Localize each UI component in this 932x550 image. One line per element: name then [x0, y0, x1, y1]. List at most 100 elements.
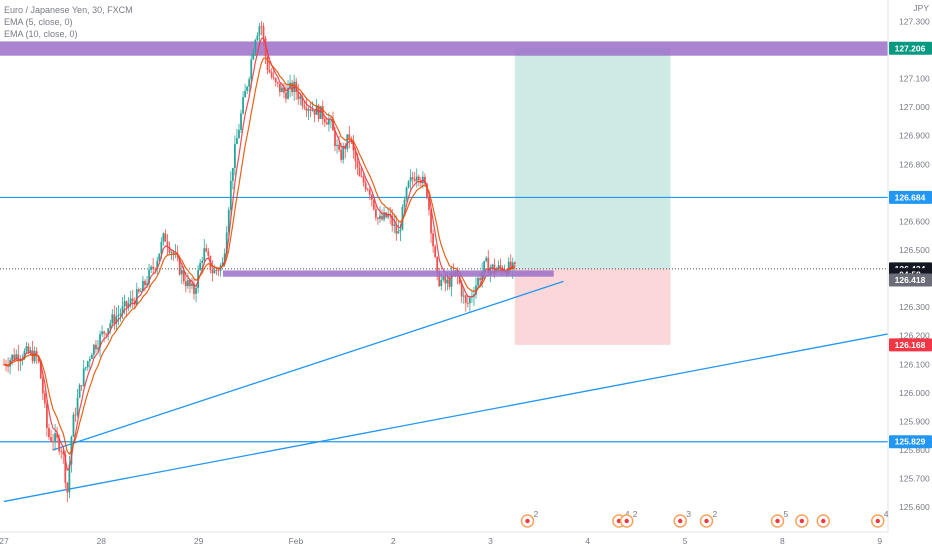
legend-ema10: EMA (10, close, 0) [4, 29, 78, 39]
candle-body-137 [283, 87, 285, 93]
candle-body-200 [411, 177, 414, 179]
x-tick-4: 2 [391, 536, 396, 546]
candle-body-155 [319, 106, 322, 119]
candle-body-22 [48, 428, 50, 438]
candle-body-164 [338, 144, 341, 150]
candle-body-194 [399, 229, 402, 232]
candle-body-207 [426, 183, 428, 198]
candle-body-62 [129, 298, 132, 304]
candle-body-34 [72, 414, 75, 437]
candle-body-38 [80, 385, 83, 386]
candle-body-94 [195, 287, 197, 294]
candle-body-90 [186, 280, 189, 287]
candle-body-47 [99, 334, 101, 348]
candle-body-173 [356, 161, 359, 168]
candle-body-133 [274, 78, 277, 83]
candle-body-126 [260, 26, 263, 28]
candle-body-219 [450, 272, 453, 287]
candle-body-59 [123, 301, 126, 307]
candle-body-124 [256, 35, 259, 41]
candle-body-158 [325, 122, 328, 125]
candle-body-43 [90, 354, 93, 359]
candle-body-44 [93, 344, 95, 355]
candle-body-184 [379, 215, 381, 219]
candle-body-235 [483, 261, 486, 272]
candle-body-6 [15, 354, 18, 360]
y-tick-1: 127.100 [899, 74, 930, 84]
candle-body-223 [458, 275, 461, 284]
candle-body-141 [291, 82, 294, 93]
x-tick-7: 5 [683, 536, 688, 546]
candle-body-177 [364, 182, 367, 190]
candle-body-73 [152, 266, 155, 269]
candle-body-123 [254, 40, 257, 53]
candle-body-96 [199, 262, 202, 271]
price-label-5: 126.168 [895, 340, 926, 350]
candle-body-183 [377, 217, 379, 219]
candle-body-32 [68, 464, 71, 493]
candle-body-102 [211, 269, 214, 274]
y-tick-5: 126.600 [899, 216, 930, 226]
candle-body-21 [46, 403, 48, 429]
candle-body-178 [366, 189, 369, 191]
candle-body-41 [86, 361, 89, 368]
y-tick-0: 127.300 [899, 16, 930, 26]
y-tick-13: 125.700 [899, 474, 930, 484]
candle-body-18 [39, 361, 42, 379]
candle-body-58 [121, 306, 124, 314]
price-label-4: 126.418 [895, 275, 926, 285]
candle-body-127 [262, 26, 265, 39]
event-dot-5 [775, 518, 780, 524]
candle-body-99 [205, 248, 208, 252]
candle-body-87 [180, 270, 183, 275]
candle-body-172 [354, 150, 357, 162]
candle-body-108 [223, 253, 226, 263]
candle-body-214 [440, 279, 443, 287]
event-count-3: 3 [686, 509, 691, 519]
support-zone [222, 270, 554, 277]
candle-body-134 [276, 82, 279, 84]
candle-body-78 [162, 233, 165, 242]
candle-body-26 [56, 433, 59, 438]
candle-body-103 [213, 270, 216, 274]
candle-body-80 [166, 241, 169, 248]
y-tick-11: 125.900 [899, 416, 930, 426]
price-label-bg-1 [889, 190, 932, 204]
x-tick-9: 9 [877, 536, 882, 546]
candle-body-188 [387, 213, 390, 218]
candle-body-35 [74, 414, 77, 416]
candle-body-114 [236, 138, 238, 145]
candle-body-46 [97, 347, 99, 350]
candle-body-206 [424, 176, 426, 184]
candle-body-211 [434, 246, 437, 257]
plot-area [0, 0, 888, 532]
candle-body-2 [7, 366, 9, 367]
candle-body-192 [395, 224, 398, 234]
candle-body-92 [191, 283, 193, 287]
price-label-bg-0 [889, 41, 932, 55]
ema5-line [3, 37, 516, 472]
candle-body-24 [52, 441, 54, 443]
y-tick-4: 126.800 [899, 159, 930, 169]
candle-body-11 [25, 346, 28, 352]
candle-body-145 [299, 96, 302, 100]
candle-body-120 [248, 79, 251, 87]
candle-body-36 [76, 397, 79, 416]
candle-body-239 [491, 264, 494, 268]
candle-body-227 [466, 303, 469, 304]
y-tick-8: 126.200 [899, 331, 930, 341]
candle-body-198 [407, 181, 410, 188]
target-zone [514, 48, 671, 269]
y-tick-14: 125.600 [899, 502, 930, 512]
candle-body-72 [150, 266, 153, 270]
candle-body-196 [403, 199, 406, 207]
candle-body-186 [383, 212, 385, 220]
candle-body-146 [301, 96, 304, 106]
event-count-1: 4 [625, 509, 630, 519]
candle-body-91 [189, 280, 191, 287]
candle-body-119 [246, 86, 249, 91]
candle-body-113 [233, 144, 236, 168]
candle-body-30 [64, 454, 67, 483]
event-count-5: 5 [784, 509, 789, 519]
